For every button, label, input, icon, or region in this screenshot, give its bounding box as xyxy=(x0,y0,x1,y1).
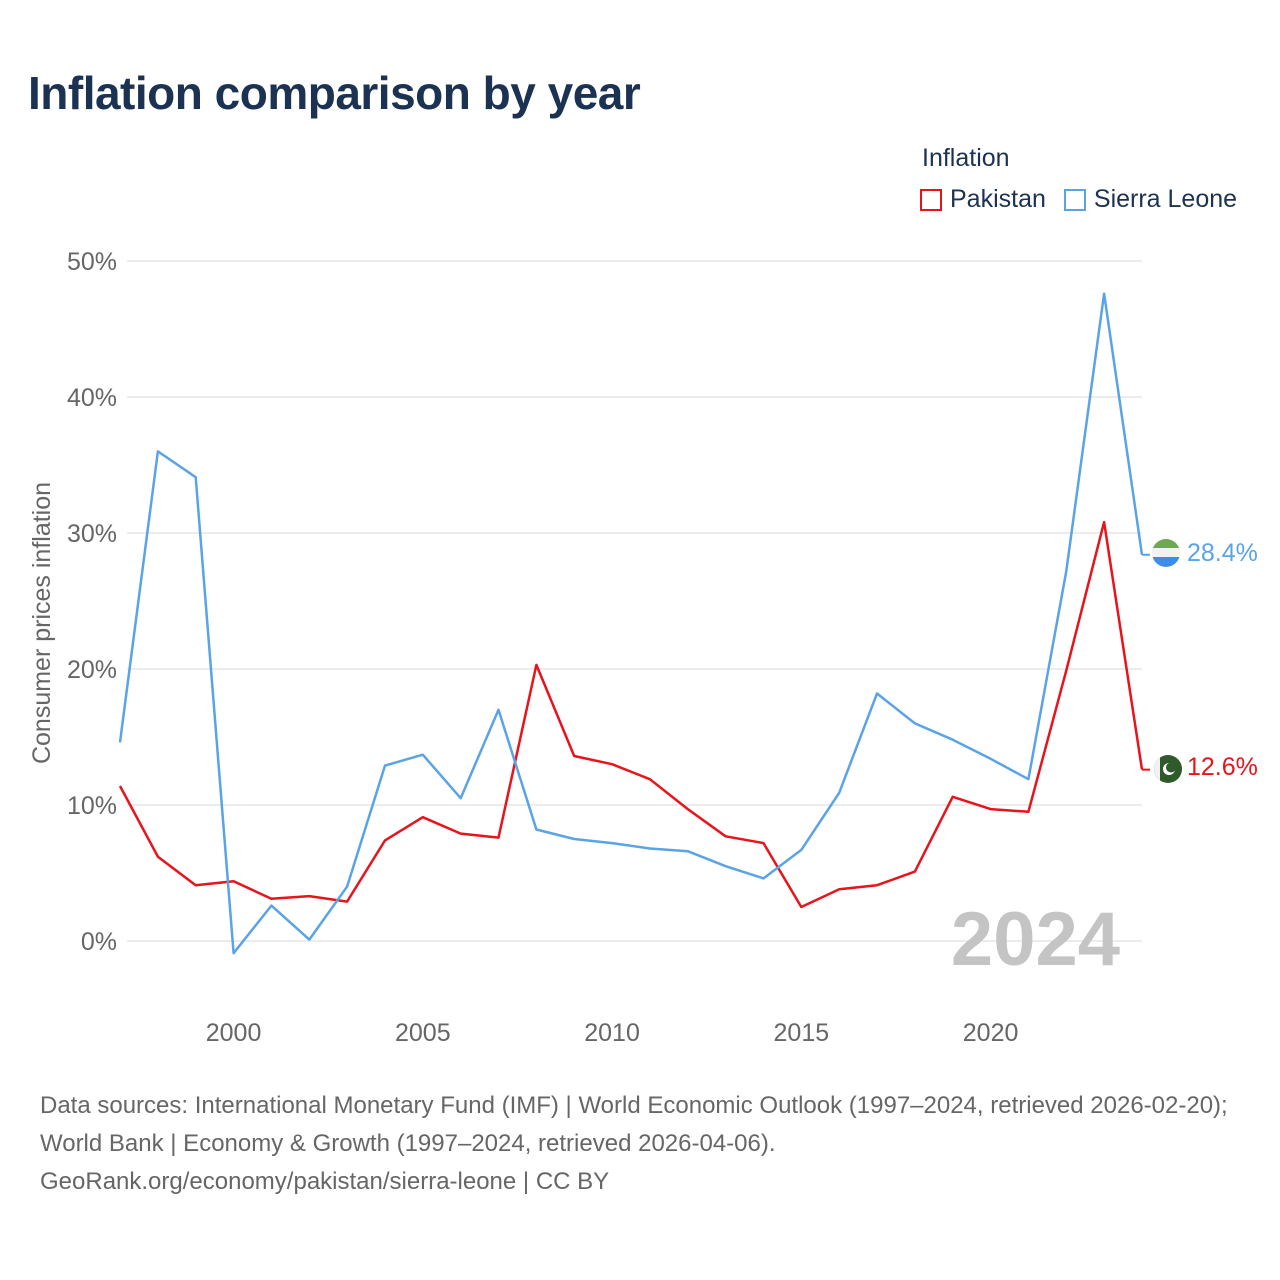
data-point-pakistan[interactable] xyxy=(117,783,123,789)
data-point-pakistan[interactable] xyxy=(798,904,804,910)
data-point-sierra-leone[interactable] xyxy=(723,863,729,869)
data-point-pakistan[interactable] xyxy=(912,869,918,875)
data-point-sierra-leone[interactable] xyxy=(1025,776,1031,782)
data-point-sierra-leone[interactable] xyxy=(647,846,653,852)
data-point-sierra-leone[interactable] xyxy=(571,836,577,842)
data-point-pakistan[interactable] xyxy=(836,886,842,892)
data-point-sierra-leone[interactable] xyxy=(344,884,350,890)
legend-swatch-pakistan xyxy=(920,188,942,211)
legend: Pakistan Sierra Leone xyxy=(920,185,1255,214)
data-point-sierra-leone[interactable] xyxy=(458,795,464,801)
data-point-pakistan[interactable] xyxy=(1025,809,1031,815)
y-axis-ticks: 0% 10% 20% 30% 40% 50% xyxy=(67,248,117,956)
data-point-pakistan[interactable] xyxy=(988,806,994,812)
y-tick-label: 50% xyxy=(67,248,117,276)
data-point-sierra-leone[interactable] xyxy=(117,739,123,745)
data-point-sierra-leone[interactable] xyxy=(950,737,956,743)
data-point-sierra-leone[interactable] xyxy=(382,763,388,769)
sierra-leone-flag-icon xyxy=(1152,539,1180,567)
data-point-sierra-leone[interactable] xyxy=(874,690,880,696)
legend-item-pakistan[interactable]: Pakistan xyxy=(920,185,1046,214)
data-point-pakistan[interactable] xyxy=(685,806,691,812)
data-point-pakistan[interactable] xyxy=(1101,519,1107,525)
y-tick-label: 20% xyxy=(67,656,117,684)
end-label-sierra-leone: 28.4% xyxy=(1187,539,1258,567)
data-point-sierra-leone[interactable] xyxy=(268,903,274,909)
x-tick-label: 2000 xyxy=(206,1019,262,1047)
data-point-pakistan[interactable] xyxy=(950,794,956,800)
series-line-sierra-leone[interactable] xyxy=(118,292,1144,955)
data-point-sierra-leone[interactable] xyxy=(988,756,994,762)
legend-item-sierra-leone[interactable]: Sierra Leone xyxy=(1063,185,1238,214)
year-watermark: 2024 xyxy=(951,897,1120,982)
credit-link[interactable]: GeoRank.org/economy/pakistan/sierra-leon… xyxy=(40,1168,610,1195)
data-point-sierra-leone[interactable] xyxy=(496,707,502,713)
data-point-sierra-leone[interactable] xyxy=(1101,291,1107,297)
data-point-sierra-leone[interactable] xyxy=(193,474,199,480)
data-point-sierra-leone[interactable] xyxy=(798,847,804,853)
data-point-sierra-leone[interactable] xyxy=(533,826,539,832)
data-point-pakistan[interactable] xyxy=(1063,667,1069,673)
footer: Data sources: International Monetary Fun… xyxy=(40,1087,1250,1201)
data-point-pakistan[interactable] xyxy=(231,878,237,884)
line-chart: 0% 10% 20% 30% 40% 50% 2000 2005 2010 2015 2020 C… xyxy=(28,248,1258,1047)
series-line-pakistan[interactable] xyxy=(118,520,1144,909)
data-point-pakistan[interactable] xyxy=(268,896,274,902)
data-point-pakistan[interactable] xyxy=(647,776,653,782)
data-point-pakistan[interactable] xyxy=(420,814,426,820)
end-labels: 12.6% 28.4% xyxy=(1142,539,1258,781)
x-tick-label: 2020 xyxy=(963,1019,1019,1047)
x-tick-label: 2005 xyxy=(395,1019,451,1047)
data-point-sierra-leone[interactable] xyxy=(231,950,237,956)
x-tick-label: 2010 xyxy=(584,1019,640,1047)
data-point-sierra-leone[interactable] xyxy=(420,752,426,758)
data-point-pakistan[interactable] xyxy=(874,882,880,888)
legend-title: Inflation xyxy=(922,144,1010,172)
data-point-pakistan[interactable] xyxy=(193,882,199,888)
data-point-pakistan[interactable] xyxy=(344,899,350,905)
legend-swatch-sierra-leone xyxy=(1063,188,1086,211)
y-tick-label: 40% xyxy=(67,384,117,412)
data-point-pakistan[interactable] xyxy=(723,833,729,839)
data-point-pakistan[interactable] xyxy=(306,893,312,899)
data-point-sierra-leone[interactable] xyxy=(912,720,918,726)
data-point-sierra-leone[interactable] xyxy=(609,840,615,846)
data-point-pakistan[interactable] xyxy=(533,662,539,668)
y-tick-label: 0% xyxy=(81,928,117,956)
series-lines xyxy=(117,291,1144,956)
pakistan-flag-icon xyxy=(1154,755,1182,783)
data-point-pakistan[interactable] xyxy=(571,753,577,759)
data-sources-text: Data sources: International Monetary Fun… xyxy=(40,1092,1228,1157)
data-point-sierra-leone[interactable] xyxy=(155,448,161,454)
y-tick-label: 30% xyxy=(67,520,117,548)
legend-label-sierra-leone: Sierra Leone xyxy=(1093,185,1238,213)
data-point-pakistan[interactable] xyxy=(382,837,388,843)
data-point-sierra-leone[interactable] xyxy=(306,937,312,943)
data-point-sierra-leone[interactable] xyxy=(1063,568,1069,574)
y-tick-label: 10% xyxy=(67,792,117,820)
data-point-sierra-leone[interactable] xyxy=(685,848,691,854)
data-point-sierra-leone[interactable] xyxy=(836,790,842,796)
data-point-pakistan[interactable] xyxy=(609,761,615,767)
data-point-pakistan[interactable] xyxy=(458,831,464,837)
x-tick-label: 2015 xyxy=(774,1019,830,1047)
x-axis-ticks: 2000 2005 2010 2015 2020 xyxy=(206,1019,1019,1047)
data-point-pakistan[interactable] xyxy=(155,854,161,860)
data-point-pakistan[interactable] xyxy=(496,835,502,841)
end-label-pakistan: 12.6% xyxy=(1187,753,1258,781)
y-axis-label: Consumer prices inflation xyxy=(28,482,56,764)
data-point-sierra-leone[interactable] xyxy=(760,875,766,881)
chart-title: Inflation comparison by year xyxy=(28,67,641,119)
gridlines xyxy=(127,260,1142,942)
data-point-pakistan[interactable] xyxy=(760,840,766,846)
legend-label-pakistan: Pakistan xyxy=(950,185,1046,213)
